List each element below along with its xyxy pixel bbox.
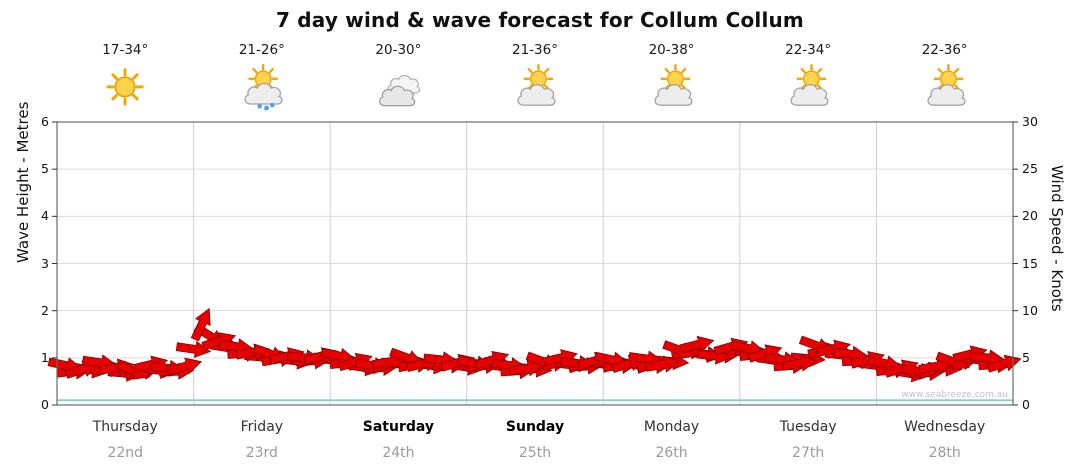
weather-icon-partly	[922, 64, 968, 112]
axis-tick-label: 1	[41, 349, 49, 365]
date-label: 23rd	[245, 445, 278, 461]
watermark: www.seabreeze.com.au	[901, 390, 1008, 400]
weather-icon-sunny	[102, 64, 148, 112]
date-label: 22nd	[107, 445, 144, 461]
temperature-label: 20-30°	[375, 42, 422, 58]
date-label: 25th	[518, 445, 552, 461]
chart-grid	[57, 122, 1013, 405]
date-label: 26th	[655, 445, 688, 461]
axis-tick-label: 5	[1022, 349, 1030, 365]
axis-tick-label: 10	[1022, 302, 1038, 318]
right-axis-label: Wind Speed - Knots	[1048, 165, 1066, 312]
day-label: Tuesday	[779, 419, 837, 435]
axis-tick-label: 25	[1022, 161, 1038, 177]
axis-tick-label: 0	[41, 397, 49, 412]
temperature-label: 20-38°	[648, 42, 695, 58]
temperature-label: 21-36°	[511, 42, 558, 58]
axis-tick-label: 2	[41, 302, 49, 318]
day-label: Sunday	[505, 419, 565, 435]
axis-tick-label: 20	[1022, 208, 1038, 224]
axis-tick-label: 15	[1022, 255, 1038, 271]
temperature-label: 17-34°	[102, 42, 149, 58]
date-label: 27th	[792, 445, 825, 461]
day-label: Friday	[240, 419, 284, 435]
temperature-label: 21-26°	[238, 42, 285, 58]
weather-icon-partly	[785, 64, 831, 112]
day-label: Saturday	[362, 419, 435, 435]
day-label: Monday	[643, 419, 700, 435]
date-label: 28th	[928, 445, 961, 461]
axis-tick-label: 3	[41, 255, 49, 271]
weather-icon-partly	[649, 64, 695, 112]
weather-icon-cloudy	[375, 64, 421, 112]
temperature-label: 22-34°	[785, 42, 832, 58]
axis-tick-label: 30	[1022, 114, 1038, 129]
axis-tick-label: 4	[41, 208, 49, 224]
axis-tick-label: 6	[41, 114, 49, 129]
page-title: 7 day wind & wave forecast for Collum Co…	[276, 8, 804, 32]
weather-icon-partly	[512, 64, 558, 112]
axis-tick-label: 0	[1022, 397, 1030, 412]
day-label: Thursday	[92, 419, 158, 435]
axis-tick-label: 5	[41, 161, 49, 177]
temperature-label: 22-36°	[921, 42, 968, 58]
day-label: Wednesday	[904, 419, 986, 435]
wind-arrows	[47, 307, 1022, 383]
date-label: 24th	[382, 445, 415, 461]
chart-frame	[52, 121, 1018, 406]
weather-icon-showers	[239, 64, 285, 112]
